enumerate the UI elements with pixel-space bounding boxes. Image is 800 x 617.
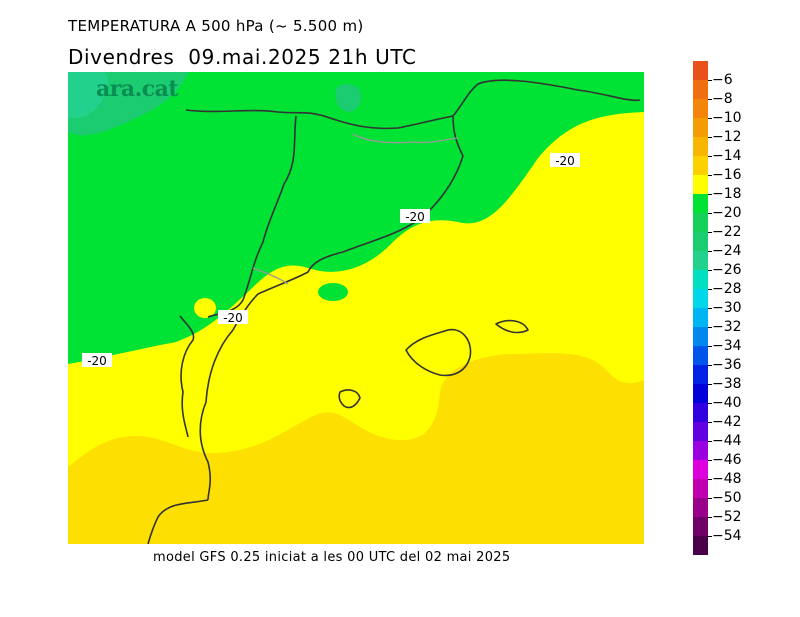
color-scale-label: −6: [712, 72, 733, 88]
forecast-date: Divendres 09.mai.2025 21h UTC: [68, 45, 417, 69]
color-scale-tick: [708, 270, 712, 271]
color-scale-tick: [708, 536, 712, 537]
color-scale-tick: [708, 118, 712, 119]
color-scale-tick: [708, 308, 712, 309]
color-scale-label: −54: [712, 528, 742, 544]
coastline-lines: [147, 79, 641, 544]
color-scale-tick: [708, 365, 712, 366]
color-scale-swatch: [693, 441, 708, 461]
color-scale-tick: [708, 213, 712, 214]
color-scale-label: −38: [712, 376, 742, 392]
color-scale-bar: [693, 61, 708, 555]
color-scale-tick: [708, 99, 712, 100]
color-scale-swatch: [693, 460, 708, 480]
model-info: model GFS 0.25 iniciat a les 00 UTC del …: [153, 550, 511, 565]
contour-label-2: -20: [405, 210, 425, 224]
color-scale-swatch: [693, 346, 708, 366]
color-scale-tick: [708, 156, 712, 157]
color-scale-label: −36: [712, 357, 742, 373]
color-scale-label: −42: [712, 414, 742, 430]
color-scale-label: −22: [712, 224, 742, 240]
color-scale-label: −20: [712, 205, 742, 221]
color-scale-tick: [708, 175, 712, 176]
color-scale-tick: [708, 80, 712, 81]
color-scale-tick: [708, 498, 712, 499]
color-scale-swatch: [693, 365, 708, 385]
color-scale-label: −52: [712, 509, 742, 525]
contour-label-3: -20: [223, 311, 243, 325]
color-scale-label: −14: [712, 148, 742, 164]
color-scale-tick: [708, 422, 712, 423]
color-scale-tick: [708, 460, 712, 461]
color-scale-label: −16: [712, 167, 742, 183]
color-scale-tick: [708, 251, 712, 252]
contour-labels: -20 -20 -20 -20: [82, 153, 580, 368]
color-scale-swatch: [693, 498, 708, 518]
color-scale-swatch: [693, 232, 708, 252]
color-scale-label: −34: [712, 338, 742, 354]
temperature-map: -20 -20 -20 -20 ara.cat: [68, 72, 644, 544]
color-scale-tick: [708, 403, 712, 404]
color-scale-swatch: [693, 479, 708, 499]
color-scale-swatch: [693, 251, 708, 271]
color-scale-tick: [708, 346, 712, 347]
color-scale-swatch: [693, 270, 708, 290]
color-scale-tick: [708, 232, 712, 233]
color-scale-tick: [708, 384, 712, 385]
color-scale-swatch: [693, 327, 708, 347]
color-scale-tick: [708, 441, 712, 442]
color-scale-label: −46: [712, 452, 742, 468]
chart-title: TEMPERATURA A 500 hPa (~ 5.500 m): [68, 17, 364, 35]
color-scale-tick: [708, 517, 712, 518]
color-scale-swatch: [693, 61, 708, 81]
color-scale-label: −30: [712, 300, 742, 316]
color-scale-label: −44: [712, 433, 742, 449]
color-scale-label: −40: [712, 395, 742, 411]
contour-label-4: -20: [87, 354, 107, 368]
color-scale-swatch: [693, 156, 708, 176]
color-scale-swatch: [693, 517, 708, 537]
color-scale-tick: [708, 327, 712, 328]
color-scale-label: −28: [712, 281, 742, 297]
color-scale-tick: [708, 289, 712, 290]
color-scale-label: −8: [712, 91, 733, 107]
color-scale-label: −26: [712, 262, 742, 278]
color-scale-swatch: [693, 403, 708, 423]
color-scale-label: −18: [712, 186, 742, 202]
color-scale-swatch: [693, 289, 708, 309]
color-scale-label: −48: [712, 471, 742, 487]
color-scale-swatch: [693, 137, 708, 157]
color-scale-tick: [708, 137, 712, 138]
color-scale-label: −10: [712, 110, 742, 126]
color-scale-swatch: [693, 118, 708, 138]
color-scale-swatch: [693, 422, 708, 442]
color-scale-swatch: [693, 308, 708, 328]
color-scale-label: −32: [712, 319, 742, 335]
color-scale-swatch: [693, 99, 708, 119]
ara-cat-logo: ara.cat: [96, 76, 179, 102]
color-scale-swatch: [693, 213, 708, 233]
color-scale-label: −50: [712, 490, 742, 506]
color-scale-label: −24: [712, 243, 742, 259]
color-scale-labels: −6 −8 −10 −12 −14 −16 −18 −20 −22 −24 −26 −28 −30 −32…: [708, 61, 792, 555]
color-scale-swatch: [693, 536, 708, 555]
color-scale-tick: [708, 479, 712, 480]
color-scale-label: −12: [712, 129, 742, 145]
color-scale-swatch: [693, 175, 708, 195]
border-lines: [252, 133, 459, 285]
contour-label-1: -20: [555, 154, 575, 168]
color-scale-swatch: [693, 80, 708, 100]
color-scale-swatch: [693, 384, 708, 404]
color-scale-tick: [708, 194, 712, 195]
color-scale-swatch: [693, 194, 708, 214]
